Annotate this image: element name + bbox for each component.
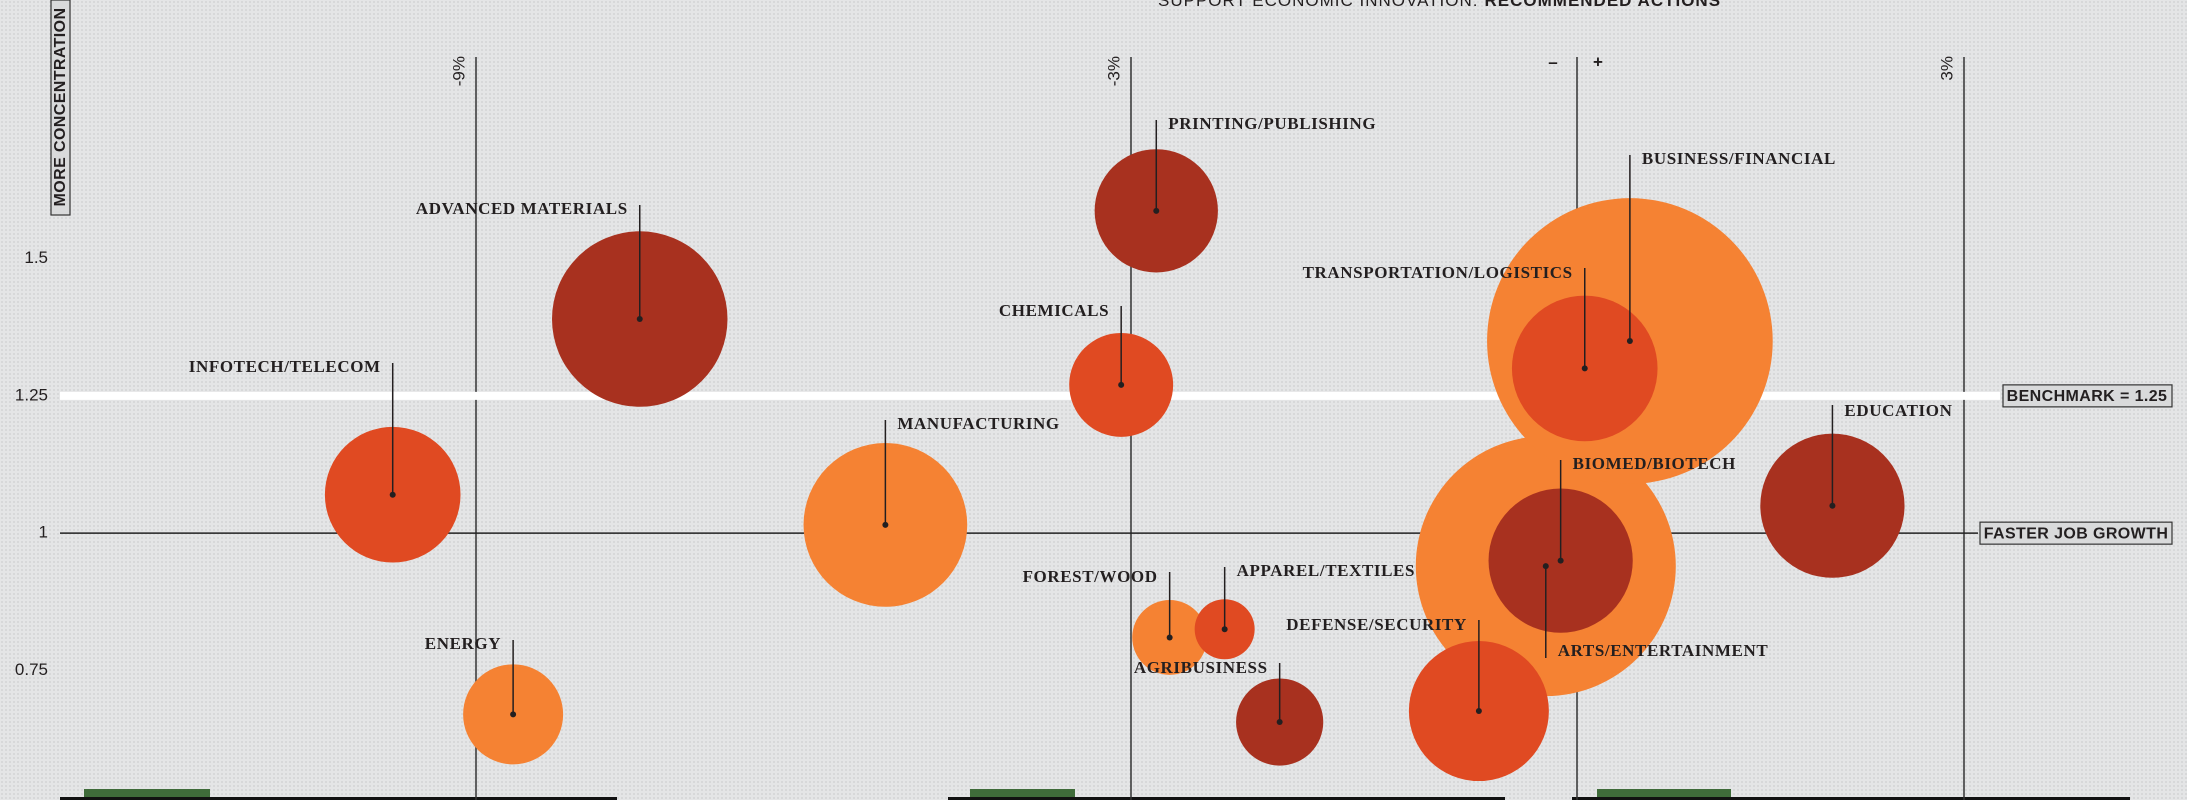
x-tick-label: 3% [1937,56,1956,81]
title-bold: RECOMMENDED ACTIONS [1485,0,1722,10]
bubble-center [1829,502,1836,509]
tab-rule [1572,797,2130,800]
bubble-center [636,316,643,323]
bubble-label: AGRIBUSINESS [1134,658,1268,677]
bubble-center [1118,381,1125,388]
bubble-label: ADVANCED MATERIALS [416,199,628,218]
y-tick-label: 1.5 [24,248,48,267]
bubble-center [882,521,889,528]
bubble-center [1276,719,1283,726]
chart-title: SUPPORT ECONOMIC INNOVATION: RECOMMENDED … [1158,0,1721,10]
tab-marker [84,789,210,800]
tab-marker [1597,789,1731,800]
x-tick-label: -9% [449,56,468,86]
x-tick-label: -3% [1104,56,1123,86]
bubble-label: CHEMICALS [999,301,1109,320]
y-tick-label: 0.75 [15,660,48,679]
bubble-label: ARTS/ENTERTAINMENT [1558,641,1769,660]
tab-rule [948,797,1505,800]
bubble-label: BIOMED/BIOTECH [1573,454,1736,473]
bubble-center [1581,365,1588,372]
y-axis-label: MORE CONCENTRATION [52,8,69,207]
zero-plus: + [1593,52,1603,71]
benchmark-box [2002,384,2173,408]
tab-marker [970,789,1075,800]
bubble-label: DEFENSE/SECURITY [1286,615,1467,634]
bubble-center [510,711,517,718]
bubble-label: EDUCATION [1844,401,1952,420]
bubble-center [1221,626,1228,633]
x-axis-label: FASTER JOB GROWTH [1984,525,2169,542]
bubble-label: MANUFACTURING [897,414,1059,433]
bubble-label: INFOTECH/TELECOM [189,357,381,376]
y-tick-label: 1.25 [15,385,48,404]
bubble-center [1557,557,1564,564]
zero-minus: – [1548,52,1557,71]
tab-rule [60,797,617,800]
bubble-label: ENERGY [425,634,501,653]
y-tick-label: 1 [39,523,48,542]
bubble-center [1153,207,1160,214]
bottom-tabs [60,789,2130,800]
bubble-center [1166,634,1173,641]
bubble-center [1475,708,1482,715]
x-label-box [1979,521,2173,545]
y-label-box [50,0,71,216]
bubble-label: APPAREL/TEXTILES [1237,561,1415,580]
benchmark-label: BENCHMARK = 1.25 [2007,388,2168,405]
bubble-center [1542,563,1549,570]
bubble-center [1626,337,1633,344]
title-text: SUPPORT ECONOMIC INNOVATION: [1158,0,1479,10]
bubble-label: TRANSPORTATION/LOGISTICS [1303,263,1573,282]
bubble-label: PRINTING/PUBLISHING [1168,114,1376,133]
bubble-center [389,491,396,498]
bubble-label: FOREST/WOOD [1023,567,1158,586]
bubble-label: BUSINESS/FINANCIAL [1642,149,1836,168]
